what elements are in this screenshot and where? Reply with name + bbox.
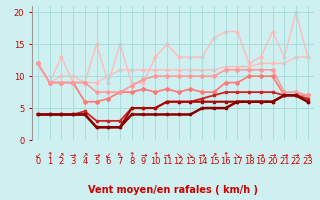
Text: →: → [70,151,76,160]
Text: ↙: ↙ [105,151,111,160]
X-axis label: Vent moyen/en rafales ( km/h ): Vent moyen/en rafales ( km/h ) [88,185,258,195]
Text: ↗: ↗ [58,151,65,160]
Text: ↘: ↘ [187,151,194,160]
Text: ↗: ↗ [211,151,217,160]
Text: ↑: ↑ [152,151,158,160]
Text: ↖: ↖ [117,151,123,160]
Text: ↙: ↙ [35,151,41,160]
Text: →: → [305,151,311,160]
Text: →: → [281,151,287,160]
Text: ↘: ↘ [175,151,182,160]
Text: →: → [269,151,276,160]
Text: ↑: ↑ [46,151,53,160]
Text: →: → [199,151,205,160]
Text: ↘: ↘ [234,151,241,160]
Text: →: → [293,151,299,160]
Text: →: → [246,151,252,160]
Text: ↑: ↑ [222,151,229,160]
Text: →: → [164,151,170,160]
Text: →: → [258,151,264,160]
Text: →: → [140,151,147,160]
Text: ↗: ↗ [82,151,88,160]
Text: →: → [93,151,100,160]
Text: ↑: ↑ [129,151,135,160]
